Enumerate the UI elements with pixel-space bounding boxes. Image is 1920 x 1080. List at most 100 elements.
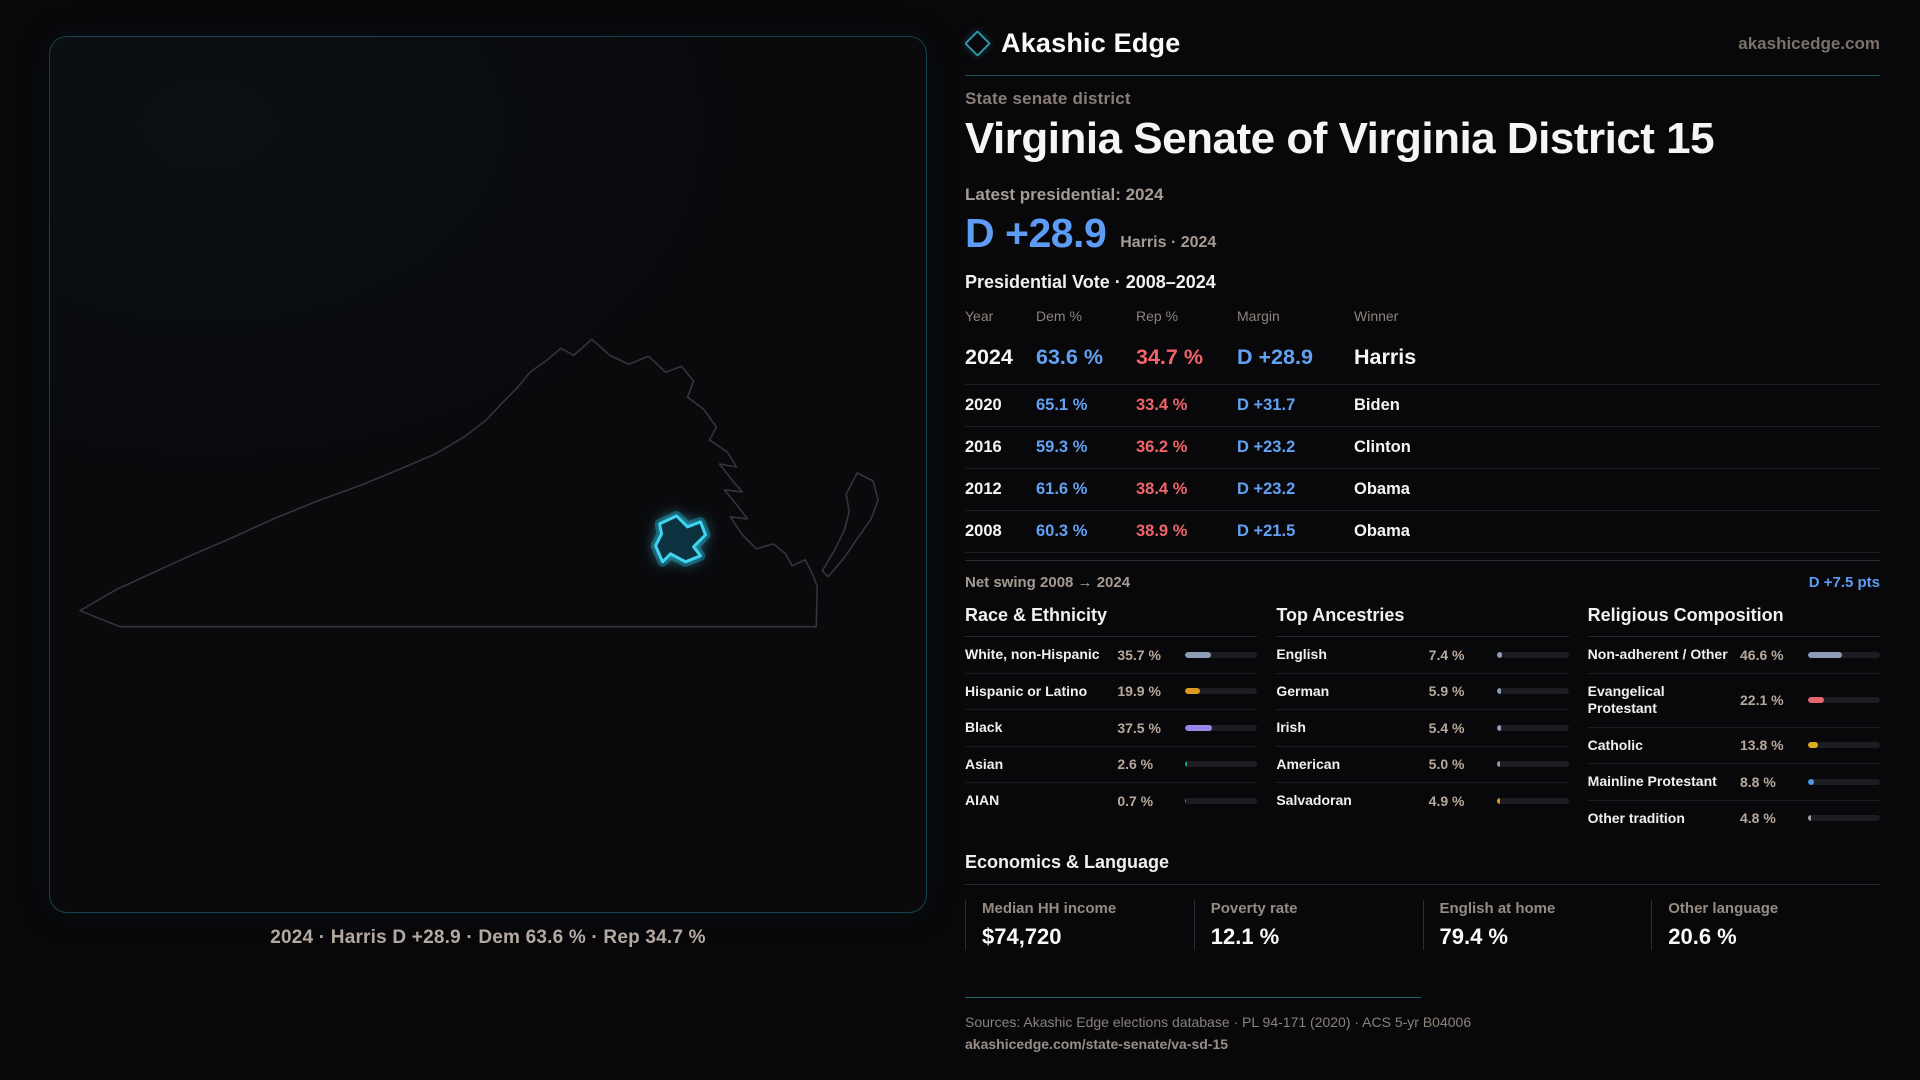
table-row: 2012 61.6 % 38.4 % D +23.2 Obama [965, 469, 1880, 511]
ancestries-title: Top Ancestries [1276, 605, 1569, 637]
headline-margin-row: D +28.9 Harris · 2024 [965, 210, 1880, 257]
bar-fill [1808, 742, 1818, 749]
table-row: 2016 59.3 % 36.2 % D +23.2 Clinton [965, 427, 1880, 469]
brand-name: Akashic Edge [1001, 28, 1181, 58]
list-item: Asian 2.6 % [965, 747, 1258, 783]
cell-dem: 61.6 % [1036, 480, 1088, 498]
list-item: Evangelical Protestant 22.1 % [1587, 674, 1880, 728]
table-row: 2008 60.3 % 38.9 % D +21.5 Obama [965, 511, 1880, 553]
header: Akashic Edge akashicedge.com [964, 28, 1880, 76]
net-swing-row: Net swing 2008 → 2024 D +7.5 pts [965, 560, 1880, 600]
bar-track [1185, 651, 1258, 658]
vote-table-title: Presidential Vote · 2008–2024 [965, 272, 1216, 292]
cell-year: 2020 [965, 396, 1002, 414]
cell-winner: Harris [1354, 345, 1417, 369]
col-year: Year [965, 308, 994, 324]
footer: Sources: Akashic Edge elections database… [965, 997, 1880, 1054]
bar-track [1185, 797, 1258, 804]
list-item: Mainline Protestant 8.8 % [1587, 764, 1880, 801]
headline-margin-sub: Harris · 2024 [1120, 234, 1217, 251]
col-margin: Margin [1237, 308, 1280, 324]
cell-winner: Obama [1354, 480, 1410, 498]
footer-divider [965, 997, 1421, 998]
list-item: Salvadoran 4.9 % [1276, 783, 1569, 819]
bar-track [1808, 778, 1880, 785]
district-15-highlight [650, 510, 711, 567]
cell-winner: Clinton [1354, 438, 1411, 456]
economics-section: Economics & Language Median HH income $7… [965, 852, 1880, 950]
table-row: 2024 63.6 % 34.7 % D +28.9 Harris [965, 332, 1880, 385]
bar-fill [1185, 797, 1186, 804]
diamond-logo-icon [964, 30, 991, 57]
cell-year: 2024 [965, 345, 1013, 369]
map-caption: 2024 · Harris D +28.9 · Dem 63.6 % · Rep… [270, 927, 706, 948]
stat-median-income: Median HH income $74,720 [965, 900, 1194, 950]
cell-rep: 38.9 % [1136, 522, 1188, 540]
net-swing-label: Net swing 2008 → 2024 [965, 574, 1131, 591]
bar-track [1808, 815, 1880, 822]
virginia-map [79, 338, 879, 628]
bar-fill [1496, 761, 1501, 768]
stat-english-at-home: English at home 79.4 % [1422, 900, 1652, 950]
bar-track [1496, 651, 1569, 658]
cell-rep: 36.2 % [1136, 438, 1188, 456]
district-report: Akashic Edge akashicedge.com State senat… [964, 28, 1880, 1054]
cell-dem: 63.6 % [1036, 345, 1103, 369]
stat-other-language: Other language 20.6 % [1651, 900, 1880, 950]
col-dem: Dem % [1036, 308, 1082, 324]
brand-site-link[interactable]: akashicedge.com [1738, 33, 1880, 53]
headline-margin-value: D +28.9 [965, 210, 1107, 256]
cell-year: 2012 [965, 480, 1002, 498]
bar-track [1185, 688, 1258, 695]
list-item: Other tradition 4.8 % [1588, 801, 1880, 837]
list-item: English 7.4 % [1276, 637, 1569, 674]
bar-track [1496, 688, 1569, 695]
cell-rep: 34.7 % [1136, 345, 1203, 369]
bar-fill [1185, 724, 1213, 731]
list-item: Non-adherent / Other 46.6 % [1587, 637, 1880, 674]
cell-year: 2016 [965, 438, 1002, 456]
bar-fill [1185, 651, 1212, 658]
bar-track [1496, 724, 1569, 731]
list-item: Irish 5.4 % [1276, 710, 1569, 747]
bar-fill [1808, 651, 1842, 658]
net-swing-value: D +7.5 pts [1808, 574, 1880, 591]
bar-fill [1185, 688, 1200, 695]
bar-track [1185, 761, 1258, 768]
table-row: 2020 65.1 % 33.4 % D +31.7 Biden [965, 385, 1880, 427]
stat-poverty-rate: Poverty rate 12.1 % [1193, 900, 1423, 950]
cell-dem: 65.1 % [1036, 396, 1088, 414]
permalink-url[interactable]: akashicedge.com/state-senate/va-sd-15 [965, 1036, 1229, 1052]
latest-presidential-label: Latest presidential: 2024 [965, 185, 1164, 204]
religion-title: Religious Composition [1587, 605, 1880, 637]
virginia-state-outline [79, 338, 819, 628]
bar-track [1808, 742, 1880, 749]
cell-year: 2008 [965, 522, 1002, 540]
cell-margin: D +23.2 [1237, 480, 1296, 498]
list-item: AIAN 0.7 % [965, 783, 1258, 819]
ancestries-panel: Top Ancestries English 7.4 % German 5.9 … [1276, 605, 1569, 836]
presidential-vote-table: Year Dem % Rep % Margin Winner 2024 63.6… [965, 302, 1880, 553]
cell-margin: D +31.7 [1237, 396, 1296, 414]
list-item: Catholic 13.8 % [1587, 728, 1880, 764]
list-item: American 5.0 % [1276, 747, 1569, 783]
vote-table-header: Year Dem % Rep % Margin Winner [965, 302, 1880, 332]
bar-track [1496, 797, 1569, 804]
bar-track [1496, 761, 1569, 768]
race-title: Race & Ethnicity [965, 605, 1258, 637]
district-map-panel [49, 36, 927, 913]
race-ethnicity-panel: Race & Ethnicity White, non-Hispanic 35.… [965, 605, 1258, 836]
bar-fill [1808, 697, 1824, 703]
bar-track [1808, 697, 1880, 703]
list-item: German 5.9 % [1276, 674, 1569, 710]
eastern-shore-outline [821, 472, 879, 578]
bar-fill [1185, 761, 1188, 768]
cell-winner: Obama [1354, 522, 1410, 540]
col-winner: Winner [1354, 308, 1399, 324]
cell-margin: D +21.5 [1237, 522, 1296, 540]
cell-margin: D +28.9 [1237, 345, 1313, 369]
bar-fill [1496, 651, 1502, 658]
col-rep: Rep % [1136, 308, 1179, 324]
economics-stats: Median HH income $74,720 Poverty rate 12… [965, 900, 1880, 950]
religion-panel: Religious Composition Non-adherent / Oth… [1587, 605, 1880, 837]
